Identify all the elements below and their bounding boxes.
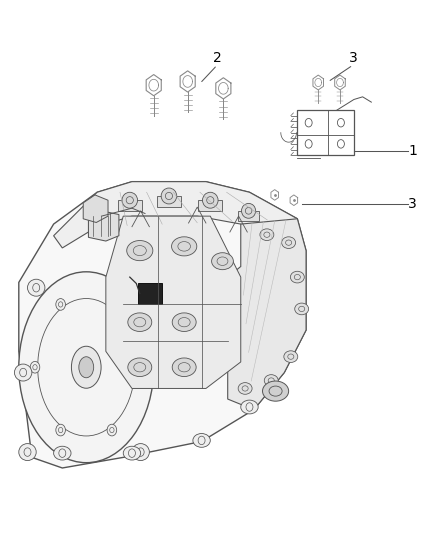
Ellipse shape bbox=[238, 383, 252, 394]
Ellipse shape bbox=[264, 375, 278, 386]
Text: 3: 3 bbox=[349, 51, 357, 65]
Ellipse shape bbox=[241, 204, 256, 218]
Ellipse shape bbox=[282, 237, 296, 248]
Ellipse shape bbox=[79, 357, 94, 378]
Ellipse shape bbox=[212, 253, 233, 270]
Ellipse shape bbox=[241, 400, 258, 414]
Polygon shape bbox=[88, 211, 119, 241]
Text: 3: 3 bbox=[408, 197, 417, 211]
Polygon shape bbox=[83, 195, 108, 222]
Circle shape bbox=[56, 298, 65, 310]
Ellipse shape bbox=[172, 313, 196, 332]
Ellipse shape bbox=[262, 381, 289, 401]
Polygon shape bbox=[19, 182, 306, 468]
Ellipse shape bbox=[128, 313, 152, 332]
Bar bbox=[138, 284, 162, 304]
Polygon shape bbox=[118, 200, 142, 211]
Ellipse shape bbox=[53, 446, 71, 460]
Bar bbox=[297, 110, 354, 155]
Ellipse shape bbox=[193, 433, 210, 447]
Ellipse shape bbox=[128, 358, 152, 376]
Ellipse shape bbox=[260, 229, 274, 240]
Ellipse shape bbox=[202, 192, 218, 208]
Polygon shape bbox=[106, 216, 241, 389]
Ellipse shape bbox=[295, 303, 309, 315]
Circle shape bbox=[107, 424, 117, 436]
Ellipse shape bbox=[284, 351, 298, 362]
Circle shape bbox=[56, 424, 65, 436]
Circle shape bbox=[107, 298, 117, 310]
Ellipse shape bbox=[19, 272, 154, 463]
Polygon shape bbox=[198, 200, 222, 211]
Ellipse shape bbox=[290, 271, 304, 283]
Ellipse shape bbox=[14, 364, 32, 381]
Ellipse shape bbox=[28, 279, 45, 296]
Polygon shape bbox=[238, 211, 259, 221]
Ellipse shape bbox=[122, 192, 138, 208]
Polygon shape bbox=[228, 219, 306, 410]
Polygon shape bbox=[53, 182, 297, 248]
Ellipse shape bbox=[19, 443, 36, 461]
Text: 1: 1 bbox=[408, 144, 417, 158]
Ellipse shape bbox=[71, 346, 101, 388]
Ellipse shape bbox=[161, 188, 177, 204]
Ellipse shape bbox=[172, 358, 196, 376]
Polygon shape bbox=[157, 196, 181, 207]
Circle shape bbox=[133, 361, 142, 373]
Ellipse shape bbox=[172, 237, 197, 256]
Text: 2: 2 bbox=[213, 51, 222, 65]
Ellipse shape bbox=[123, 446, 141, 460]
Ellipse shape bbox=[127, 240, 153, 261]
Ellipse shape bbox=[132, 443, 149, 461]
Circle shape bbox=[30, 361, 40, 373]
